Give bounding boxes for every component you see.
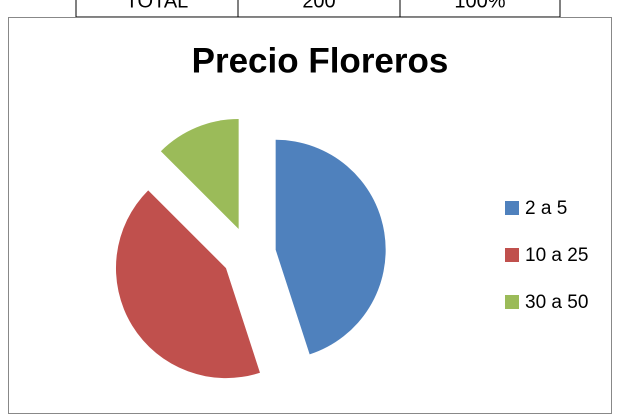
legend-swatch bbox=[505, 201, 519, 215]
table-row: TOTAL 200 100% bbox=[75, 0, 561, 18]
legend-label: 10 a 25 bbox=[525, 245, 588, 266]
legend-swatch bbox=[505, 295, 519, 309]
legend-swatch bbox=[505, 248, 519, 262]
pie-slice bbox=[115, 190, 260, 379]
legend-label: 30 a 50 bbox=[525, 292, 588, 313]
pie-slice bbox=[275, 139, 386, 355]
legend-label: 2 a 5 bbox=[525, 198, 567, 219]
chart-title: Precio Floreros bbox=[192, 41, 449, 80]
table-cell: 200 bbox=[302, 0, 335, 12]
table-cell: 100% bbox=[454, 0, 505, 12]
pie-slice bbox=[160, 119, 239, 230]
table-cell: TOTAL bbox=[126, 0, 189, 12]
